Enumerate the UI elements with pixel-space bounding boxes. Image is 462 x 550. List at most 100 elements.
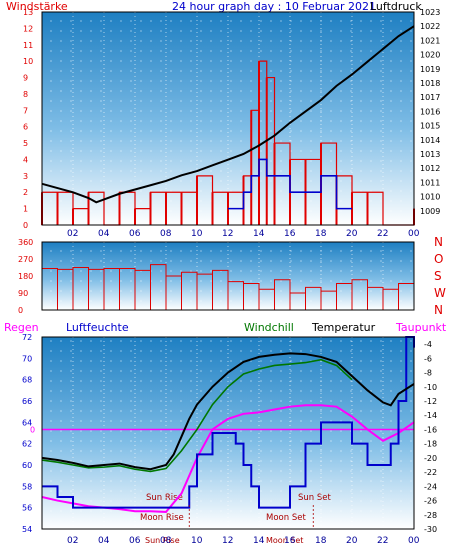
left-tick-label: 360 xyxy=(18,238,33,247)
x-tick-label: 16 xyxy=(284,229,296,239)
label-luftfeuchte: Luftfeuchte xyxy=(66,321,129,334)
header-luftdruck: Luftdruck xyxy=(370,0,422,13)
left-tick-label: 64 xyxy=(22,418,32,427)
right-tick-label: 1021 xyxy=(420,36,440,45)
left-tick-label: 0 xyxy=(18,306,23,315)
label-windchill: Windchill xyxy=(244,321,294,334)
left-tick-label: 9 xyxy=(23,74,28,83)
left-tick-label: 70 xyxy=(22,354,32,363)
right-tick-label: -20 xyxy=(424,454,437,463)
x-tick-label: 18 xyxy=(315,536,327,546)
right-tick-label: -6 xyxy=(424,354,432,363)
left-tick-label: 10 xyxy=(23,57,33,66)
label-regen: Regen xyxy=(4,321,39,334)
left-tick-label: 8 xyxy=(23,90,28,99)
panel-border xyxy=(41,241,415,311)
left-tick-label: 62 xyxy=(22,440,32,449)
left-tick-label: 56 xyxy=(22,504,32,513)
windchill-line xyxy=(41,358,353,473)
left-tick-label: 68 xyxy=(22,376,32,385)
right-tick-label: -22 xyxy=(424,468,437,477)
x-tick-label: 10 xyxy=(191,229,203,239)
right-tick-label: -30 xyxy=(424,525,437,534)
left-tick-label: 4 xyxy=(23,155,28,164)
direction-label: S xyxy=(434,269,442,283)
x-tick-label: 02 xyxy=(67,229,78,239)
direction-label: N xyxy=(434,303,443,317)
left-tick-label: 270 xyxy=(18,255,33,264)
right-tick-label: -14 xyxy=(424,411,437,420)
x-tick-label: 20 xyxy=(346,229,358,239)
right-tick-label: 1010 xyxy=(420,193,440,202)
left-tick-label: 90 xyxy=(18,289,28,298)
moon-set-axis-label: Moon Set xyxy=(266,536,303,545)
x-tick-label: 08 xyxy=(160,536,172,546)
right-tick-label: 1014 xyxy=(420,136,440,145)
right-tick-label: 1012 xyxy=(420,164,440,173)
moon-rise-label: Moon Rise xyxy=(140,513,184,523)
right-tick-label: 1020 xyxy=(420,51,440,60)
left-tick-label: 2 xyxy=(23,188,28,197)
label-taupunkt: Taupunkt xyxy=(395,321,447,334)
regen-zero-label: 0 xyxy=(30,425,35,434)
direction-label: O xyxy=(434,252,443,266)
x-tick-label: 14 xyxy=(253,229,265,239)
x-tick-label: 04 xyxy=(98,229,110,239)
x-tick-label: 00 xyxy=(408,536,420,546)
x-tick-label: 22 xyxy=(377,229,388,239)
panel-border xyxy=(41,11,415,226)
x-tick-label: 06 xyxy=(129,536,141,546)
right-tick-label: -24 xyxy=(424,482,437,491)
right-tick-label: -10 xyxy=(424,383,437,392)
right-tick-label: -28 xyxy=(424,511,437,520)
left-tick-label: 3 xyxy=(23,172,28,181)
right-tick-label: 1018 xyxy=(420,79,440,88)
left-tick-label: 180 xyxy=(18,272,33,281)
right-tick-label: -8 xyxy=(424,369,432,378)
right-tick-label: -4 xyxy=(424,340,432,349)
left-tick-label: 0 xyxy=(23,221,28,230)
x-tick-label: 14 xyxy=(253,536,265,546)
x-tick-label: 18 xyxy=(315,229,327,239)
right-tick-label: 1015 xyxy=(420,122,440,131)
left-tick-label: 13 xyxy=(23,8,33,17)
x-tick-label: 12 xyxy=(222,536,233,546)
left-tick-label: 6 xyxy=(23,123,28,132)
right-tick-label: 1009 xyxy=(420,207,440,216)
temperature-line xyxy=(41,352,415,471)
x-tick-label: 20 xyxy=(346,536,358,546)
left-tick-label: 1 xyxy=(23,205,28,214)
x-tick-label: 06 xyxy=(129,229,141,239)
right-tick-label: 1011 xyxy=(420,178,440,187)
direction-label: N xyxy=(434,235,443,249)
left-tick-label: 11 xyxy=(23,41,33,50)
x-tick-label: 12 xyxy=(222,229,233,239)
x-tick-label: 10 xyxy=(191,536,203,546)
left-tick-label: 12 xyxy=(23,24,33,33)
right-tick-label: -26 xyxy=(424,497,437,506)
header-windstaerke: Windstärke xyxy=(6,0,68,13)
right-tick-label: -16 xyxy=(424,425,437,434)
humidity-line xyxy=(42,336,415,509)
label-temperatur: Temperatur xyxy=(311,321,376,334)
right-tick-label: 1019 xyxy=(420,65,440,74)
x-tick-label: 00 xyxy=(408,229,420,239)
chart-title: 24 hour graph day : 10 Februar 2021 xyxy=(172,0,376,13)
right-tick-label: 1023 xyxy=(420,8,440,17)
sun-rise-label: Sun Rise xyxy=(146,493,183,503)
right-tick-label: -18 xyxy=(424,440,437,449)
x-tick-label: 08 xyxy=(160,229,172,239)
panel-border xyxy=(41,336,415,530)
right-tick-label: -12 xyxy=(424,397,437,406)
left-tick-label: 54 xyxy=(22,525,32,534)
x-tick-label: 22 xyxy=(377,536,388,546)
left-tick-label: 72 xyxy=(22,333,32,342)
x-tick-label: 02 xyxy=(67,536,78,546)
wind-gust-line xyxy=(228,158,352,210)
left-tick-label: 58 xyxy=(22,482,32,491)
direction-label: W xyxy=(434,286,446,300)
sun-rise-axis-label: Sun Rise xyxy=(145,536,180,545)
right-tick-label: 1017 xyxy=(420,93,440,102)
left-tick-label: 5 xyxy=(23,139,28,148)
